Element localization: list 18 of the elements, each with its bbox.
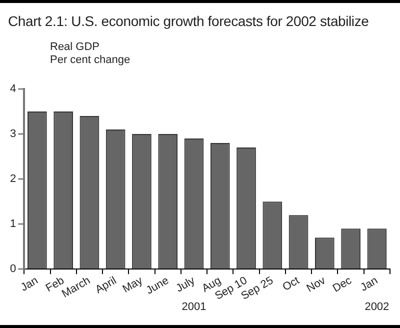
y-tick-label: 0 [10,263,16,276]
y-tick-label: 3 [10,128,16,140]
x-tick-label: April [94,274,119,296]
x-tick-label: Oct [280,274,302,294]
x-tick-label: Dec [330,274,354,295]
y-tick-label: 2 [10,173,16,186]
chart-title: Chart 2.1: U.S. economic growth forecasts for 2002 stabilize [8,13,369,29]
x-tick-label: July [174,274,198,295]
y-tick-label: 4 [10,83,16,96]
x-tick-label: May [120,274,146,296]
y-axis-title: Real GDP Per cent change [50,41,130,67]
x-tick-label: June [144,274,171,298]
x-tick-label: Jan [18,274,40,294]
x-tick-label: Nov [304,274,328,295]
text: 2002 [364,301,390,313]
text: 2001 [182,301,206,313]
y-tick-label: 1 [10,218,16,230]
x-tick-label: Jan [358,274,380,294]
